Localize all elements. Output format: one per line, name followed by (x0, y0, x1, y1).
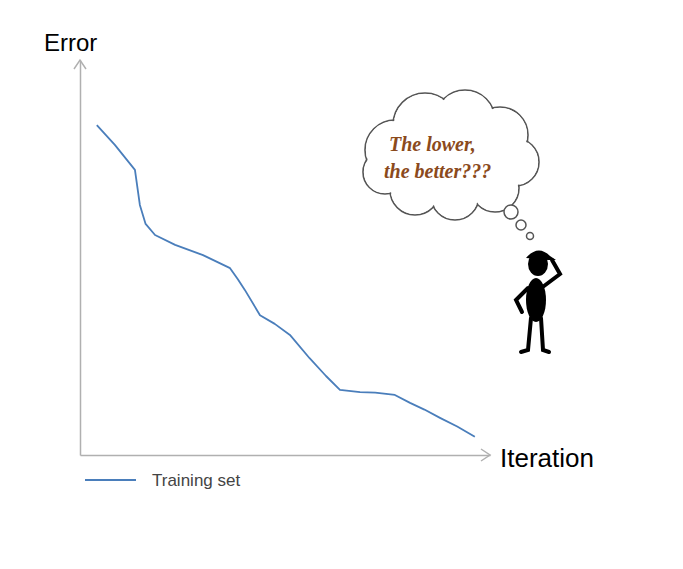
x-axis (81, 455, 491, 456)
thought-cloud (363, 90, 539, 240)
annotation-line: The lower, (389, 133, 476, 155)
legend-label: Training set (152, 471, 240, 490)
legend: Training set (85, 471, 240, 490)
cloud-fill (406, 114, 494, 202)
thought-bubble (516, 220, 526, 230)
y-axis-title: Error (44, 29, 97, 56)
stick-figure (516, 250, 560, 352)
x-axis-line (81, 455, 491, 457)
thought-bubble (527, 233, 534, 240)
figure-leg-left (521, 318, 531, 352)
x-axis-arrow (481, 449, 490, 461)
figure-arm-left (516, 288, 528, 312)
x-axis-title: Iteration (500, 443, 594, 473)
thought-bubble (504, 205, 518, 219)
y-axis-line (80, 61, 82, 456)
annotation: The lower, the better??? (384, 133, 491, 182)
legend-swatch (85, 479, 136, 481)
y-axis (80, 61, 81, 456)
figure-leg-right (541, 318, 549, 352)
figure-arm-right (544, 260, 560, 286)
annotation-line: the better??? (384, 160, 491, 182)
chart: Error Iteration Training set The lower, the … (0, 0, 683, 569)
y-axis-arrow (74, 60, 86, 69)
